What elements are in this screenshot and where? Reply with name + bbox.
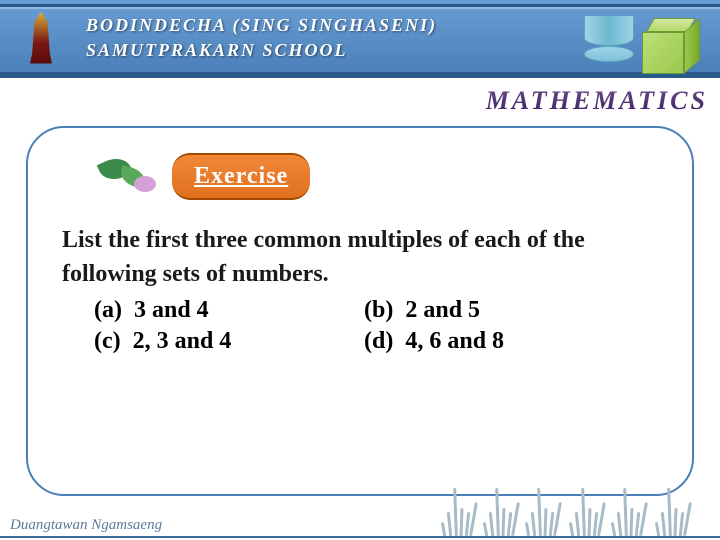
grass-blade xyxy=(441,522,446,536)
cube-icon xyxy=(642,18,700,76)
option-d: (d) 4, 6 and 8 xyxy=(364,328,658,355)
grass-blade xyxy=(655,522,660,536)
grass-blade xyxy=(537,488,542,536)
school-name-line2: SAMUTPRAKARN SCHOOL xyxy=(86,38,437,62)
grass-blade xyxy=(511,502,520,536)
grass-blade xyxy=(495,488,500,536)
grass-decoration xyxy=(442,488,702,536)
exercise-badge: Exercise xyxy=(172,153,310,200)
grass-blade xyxy=(447,512,452,536)
grass-blade xyxy=(502,508,506,536)
option-d-label: (d) xyxy=(364,328,393,354)
school-name: BODINDECHA (SING SINGHASENI) SAMUTPRAKAR… xyxy=(86,13,437,62)
option-c-text: 2, 3 and 4 xyxy=(133,328,232,354)
grass-blade xyxy=(639,502,648,536)
grass-blade xyxy=(617,512,622,536)
grass-blade xyxy=(575,512,580,536)
grass-blade xyxy=(531,512,536,536)
footer-rule xyxy=(0,536,720,538)
options-grid: (a) 3 and 4 (b) 2 and 5 (c) 2, 3 and 4 (… xyxy=(94,297,658,355)
exercise-card: Exercise List the first three common mul… xyxy=(26,126,694,496)
grass-blade xyxy=(483,522,488,536)
subject-banner: MATHEMATICS xyxy=(486,86,708,116)
option-a-label: (a) xyxy=(94,297,122,323)
temple-icon xyxy=(19,12,63,64)
grass-blade xyxy=(588,508,592,536)
option-b-text: 2 and 5 xyxy=(405,297,480,323)
grass-blade xyxy=(623,488,628,536)
school-name-line1: BODINDECHA (SING SINGHASENI) xyxy=(86,13,437,37)
grass-blade xyxy=(661,512,666,536)
header-bottom-rule xyxy=(0,72,720,75)
option-a: (a) 3 and 4 xyxy=(94,297,364,324)
grass-blade xyxy=(489,512,494,536)
grass-blade xyxy=(630,508,634,536)
grass-blade xyxy=(553,502,562,536)
grass-blade xyxy=(611,522,616,536)
option-b: (b) 2 and 5 xyxy=(364,297,658,324)
grass-blade xyxy=(667,488,672,536)
grass-blade xyxy=(544,508,548,536)
author-credit: Duangtawan Ngamsaeng xyxy=(10,517,162,534)
exercise-header-row: Exercise xyxy=(92,150,658,202)
grass-blade xyxy=(597,502,606,536)
question-text: List the first three common multiples of… xyxy=(62,224,658,291)
grass-blade xyxy=(525,522,530,536)
option-c: (c) 2, 3 and 4 xyxy=(94,328,364,355)
option-d-text: 4, 6 and 8 xyxy=(405,328,504,354)
grass-blade xyxy=(569,522,574,536)
option-c-label: (c) xyxy=(94,328,121,354)
option-a-text: 3 and 4 xyxy=(134,297,209,323)
grass-blade xyxy=(683,502,692,536)
grass-blade xyxy=(453,488,458,536)
grass-blade xyxy=(469,502,478,536)
grass-blade xyxy=(581,488,586,536)
option-b-label: (b) xyxy=(364,297,393,323)
grass-blade xyxy=(460,508,464,536)
school-logo xyxy=(10,7,72,69)
cylinder-icon xyxy=(584,24,634,68)
grass-blade xyxy=(674,508,678,536)
header-highlight xyxy=(0,7,720,9)
hummingbird-icon xyxy=(92,150,160,202)
